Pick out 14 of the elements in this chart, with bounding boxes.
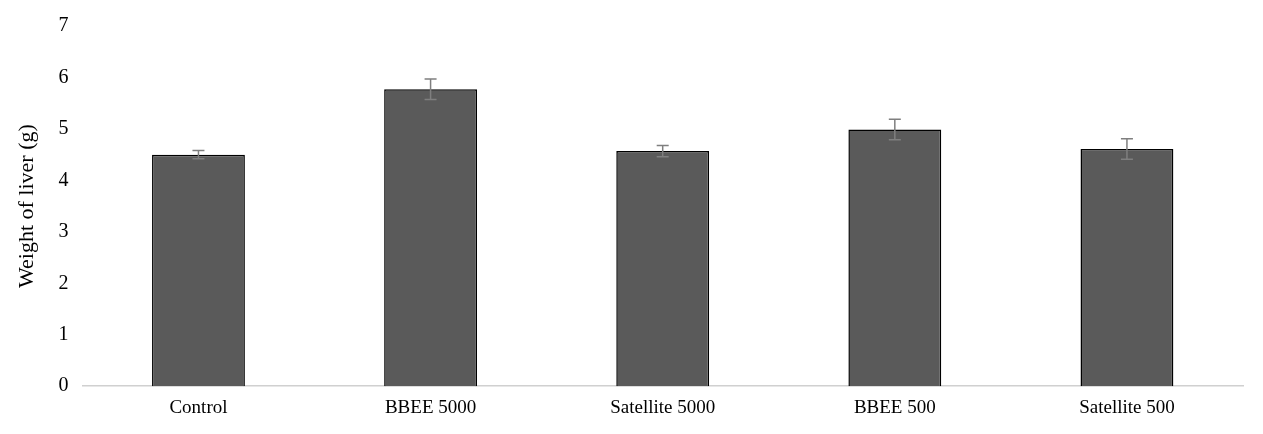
y-axis-title: Weight of liver (g) [12,124,38,288]
x-tick-label: Satellite 500 [1079,395,1175,417]
x-tick-label: Control [169,395,228,417]
y-tick-label: 7 [58,13,69,36]
y-tick-label: 5 [58,116,69,139]
y-tick-label: 3 [58,219,69,242]
y-tick-label: 1 [58,321,69,344]
x-tick-label: Satellite 5000 [610,395,716,417]
y-tick-label: 4 [58,167,69,190]
y-tick-label: 6 [58,64,69,87]
y-tick-label: 2 [58,270,69,293]
x-tick-label: BBEE 500 [853,395,936,417]
y-tick-label: 0 [58,373,69,396]
x-tick-label: BBEE 5000 [384,395,477,417]
